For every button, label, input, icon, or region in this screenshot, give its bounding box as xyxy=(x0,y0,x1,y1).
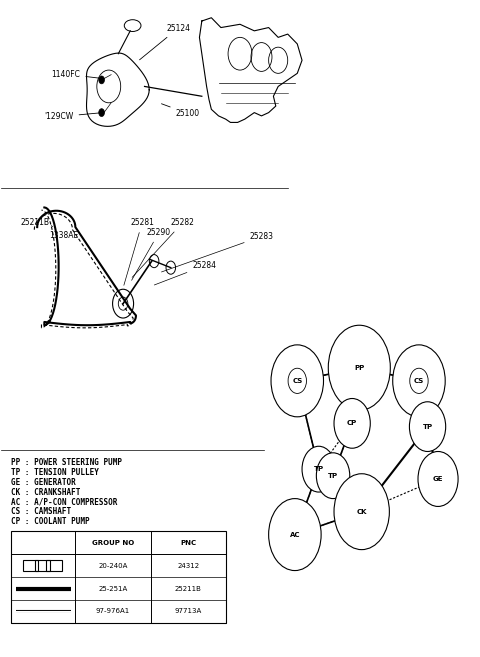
Circle shape xyxy=(409,402,446,451)
Text: CK : CRANKSHAFT: CK : CRANKSHAFT xyxy=(11,487,80,497)
Text: CS : CAMSHAFT: CS : CAMSHAFT xyxy=(11,507,71,516)
Text: AC: AC xyxy=(289,532,300,537)
Text: AC : A/P-CON COMPRESSOR: AC : A/P-CON COMPRESSOR xyxy=(11,497,117,507)
Text: PNC: PNC xyxy=(180,540,196,546)
Circle shape xyxy=(302,446,336,492)
Text: PP: PP xyxy=(354,365,364,371)
Text: 25284: 25284 xyxy=(154,261,216,285)
Text: '129CW: '129CW xyxy=(44,112,100,121)
Circle shape xyxy=(328,325,390,410)
Text: 25290: 25290 xyxy=(132,228,171,281)
Text: CS: CS xyxy=(292,378,302,384)
Circle shape xyxy=(271,345,324,417)
Text: GROUP NO: GROUP NO xyxy=(92,540,134,546)
Text: CS: CS xyxy=(414,378,424,384)
Text: 97713A: 97713A xyxy=(174,608,202,614)
Text: 24312: 24312 xyxy=(177,562,199,569)
Circle shape xyxy=(418,451,458,507)
Text: 25211B: 25211B xyxy=(175,585,202,591)
Text: 20-240A: 20-240A xyxy=(98,562,128,569)
Text: GE: GE xyxy=(433,476,444,482)
Circle shape xyxy=(99,108,105,116)
Text: 97-976A1: 97-976A1 xyxy=(96,608,130,614)
Text: PP : POWER STEERING PUMP: PP : POWER STEERING PUMP xyxy=(11,458,122,467)
Circle shape xyxy=(334,399,370,448)
Text: 25124: 25124 xyxy=(140,24,190,60)
Text: 25-251A: 25-251A xyxy=(98,585,128,591)
Text: 25100: 25100 xyxy=(161,104,200,118)
Text: 25281: 25281 xyxy=(124,218,154,285)
Text: CK: CK xyxy=(357,509,367,514)
Text: GE : GENERATOR: GE : GENERATOR xyxy=(11,478,76,487)
Circle shape xyxy=(99,76,105,84)
Circle shape xyxy=(393,345,445,417)
Text: TP: TP xyxy=(422,424,432,430)
Text: TP: TP xyxy=(328,472,338,479)
Circle shape xyxy=(316,453,350,499)
Text: CP : COOLANT PUMP: CP : COOLANT PUMP xyxy=(11,517,90,526)
Text: TP: TP xyxy=(313,466,324,472)
Text: 25282: 25282 xyxy=(132,218,195,277)
Circle shape xyxy=(334,474,389,550)
Text: 25283: 25283 xyxy=(161,232,274,272)
Text: 1338AE: 1338AE xyxy=(49,225,78,240)
Text: TP : TENSION PULLEY: TP : TENSION PULLEY xyxy=(11,468,99,477)
Text: 1140FC: 1140FC xyxy=(51,70,100,79)
Circle shape xyxy=(269,499,321,570)
Text: 25211B: 25211B xyxy=(21,217,49,227)
Text: CP: CP xyxy=(347,420,357,426)
